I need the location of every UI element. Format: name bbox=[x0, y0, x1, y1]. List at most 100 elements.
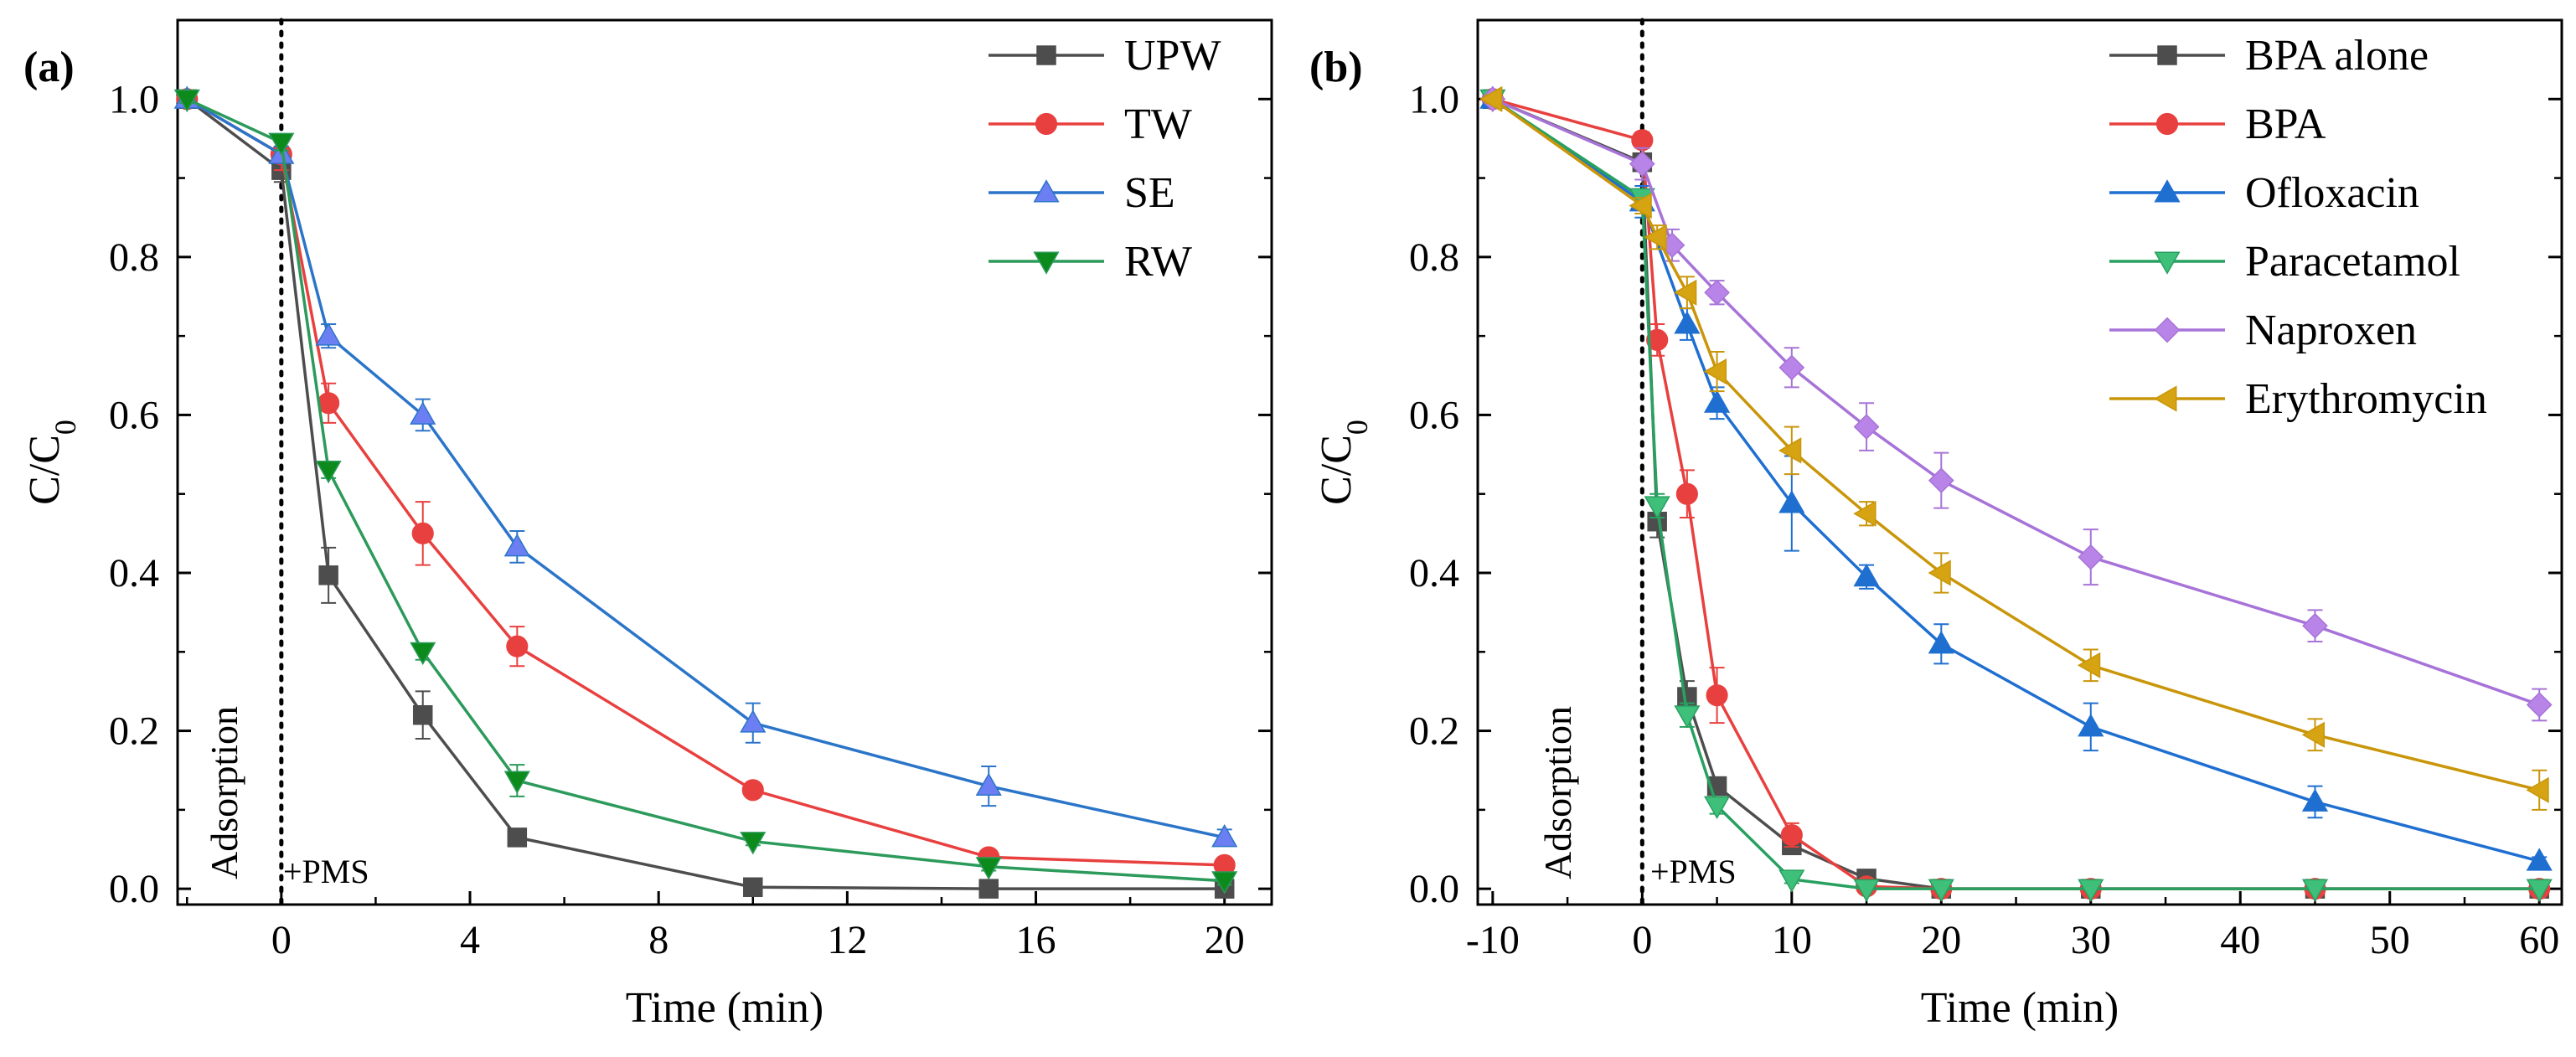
data-point bbox=[1778, 354, 1805, 381]
data-point bbox=[1629, 151, 1655, 177]
data-point bbox=[1778, 490, 1805, 513]
legend-label: Naproxen bbox=[2245, 307, 2417, 354]
data-point bbox=[1674, 279, 1697, 306]
legend-item-tw: TW bbox=[989, 101, 1192, 148]
y-axis-label-main: C/C bbox=[21, 435, 69, 505]
y-axis-label-subscript: 0 bbox=[49, 420, 82, 435]
data-point bbox=[1704, 279, 1730, 306]
data-point bbox=[1780, 823, 1803, 847]
y-tick-label: 0.0 bbox=[109, 867, 159, 911]
pms-annotation: +PMS bbox=[283, 853, 369, 890]
x-tick-label: -10 bbox=[1466, 918, 1520, 962]
series-upw bbox=[177, 89, 1235, 899]
data-point bbox=[1674, 705, 1701, 729]
data-point bbox=[1703, 358, 1727, 385]
data-point bbox=[1644, 496, 1670, 519]
x-tick-label: 20 bbox=[1205, 918, 1245, 962]
x-axis-label: Time (min) bbox=[626, 984, 823, 1032]
legend-marker bbox=[2154, 385, 2177, 412]
data-point bbox=[1853, 563, 1880, 587]
x-tick-label: 0 bbox=[271, 918, 292, 962]
legend-marker bbox=[1033, 251, 1060, 275]
data-point bbox=[315, 460, 342, 484]
data-point bbox=[1674, 311, 1701, 334]
y-tick-label: 0.4 bbox=[1409, 551, 1459, 596]
data-point bbox=[1928, 879, 1954, 902]
x-tick-label: 12 bbox=[827, 918, 867, 962]
series-line bbox=[1492, 97, 2540, 707]
data-point bbox=[2526, 776, 2549, 803]
x-tick-label: 60 bbox=[2519, 918, 2559, 962]
x-tick-label: 20 bbox=[1921, 918, 1961, 962]
y-tick-label: 0.0 bbox=[1409, 867, 1459, 911]
panel-a: 0 4 8 12 16 20 0.0 0.2 0.4 0.6 0.8 1.0 Time (min) C/C… bbox=[21, 18, 1273, 1032]
legend-marker bbox=[1036, 45, 1056, 65]
data-point bbox=[1853, 414, 1880, 440]
legend-marker bbox=[2157, 45, 2177, 65]
series-rw bbox=[173, 89, 1238, 895]
data-point bbox=[2078, 714, 2104, 737]
legend: UPW TW SE RW bbox=[989, 32, 1221, 286]
legend-label: BPA alone bbox=[2245, 32, 2429, 80]
data-point bbox=[740, 832, 767, 855]
data-point bbox=[1644, 224, 1667, 250]
data-point bbox=[1479, 85, 1503, 112]
data-point bbox=[412, 704, 433, 725]
data-point bbox=[1703, 389, 1731, 413]
legend-label: BPA bbox=[2245, 101, 2326, 148]
y-tick-label: 0.8 bbox=[109, 235, 159, 280]
y-axis-ticks: 0.0 0.2 0.4 0.6 0.8 1.0 bbox=[109, 18, 1272, 911]
legend-item-erythromycin: Erythromycin bbox=[2109, 375, 2487, 423]
data-point bbox=[2078, 879, 2104, 902]
data-point bbox=[1706, 684, 1728, 707]
data-point bbox=[1928, 631, 1954, 654]
legend-marker bbox=[2154, 317, 2181, 343]
y-axis-label-subscript: 0 bbox=[1340, 420, 1374, 435]
data-point bbox=[507, 828, 528, 848]
legend-marker bbox=[1035, 112, 1058, 136]
series-line bbox=[186, 97, 1225, 867]
x-tick-label: 0 bbox=[1632, 918, 1652, 962]
legend-label: TW bbox=[1124, 101, 1192, 148]
data-point bbox=[315, 322, 342, 346]
data-point bbox=[2526, 692, 2553, 718]
data-point bbox=[1675, 482, 1698, 505]
data-point bbox=[2526, 848, 2553, 871]
data-point bbox=[1853, 879, 1880, 902]
x-tick-label: 4 bbox=[460, 918, 480, 962]
data-point bbox=[1703, 796, 1731, 819]
plot-frame bbox=[1476, 18, 2563, 906]
y-tick-label: 0.6 bbox=[109, 393, 159, 437]
data-point bbox=[2301, 788, 2329, 812]
adsorption-annotation: Adsorption bbox=[203, 706, 245, 879]
series-line bbox=[186, 97, 1225, 890]
data-point bbox=[975, 772, 1002, 797]
legend-item-bpa: BPA bbox=[2109, 101, 2326, 148]
legend-item-paracetamol: Paracetamol bbox=[2109, 238, 2460, 286]
data-point bbox=[2077, 652, 2101, 678]
legend-label: SE bbox=[1124, 169, 1175, 217]
data-point bbox=[1778, 437, 1802, 464]
data-point bbox=[2301, 879, 2329, 902]
x-axis-label: Time (min) bbox=[1921, 984, 2119, 1032]
data-point bbox=[1629, 192, 1652, 219]
x-tick-label: 10 bbox=[1772, 918, 1812, 962]
y-tick-label: 0.6 bbox=[1409, 393, 1459, 437]
data-point bbox=[743, 877, 763, 898]
data-point bbox=[2302, 612, 2328, 639]
data-point bbox=[975, 857, 1002, 880]
x-axis-ticks: -10 0 10 20 30 40 50 60 bbox=[1466, 891, 2559, 962]
legend-marker bbox=[2155, 112, 2179, 136]
data-point bbox=[1211, 871, 1238, 895]
series-erythromycin bbox=[1479, 85, 2549, 811]
legend-marker bbox=[2154, 179, 2181, 203]
data-point bbox=[978, 879, 999, 899]
data-point bbox=[1211, 824, 1238, 848]
data-point bbox=[740, 709, 767, 733]
panel-label: (a) bbox=[23, 44, 75, 91]
y-axis-label: C/C0 bbox=[1313, 420, 1374, 505]
legend-marker bbox=[1033, 179, 1060, 203]
y-tick-label: 1.0 bbox=[109, 77, 159, 121]
legend-label: UPW bbox=[1124, 32, 1221, 80]
